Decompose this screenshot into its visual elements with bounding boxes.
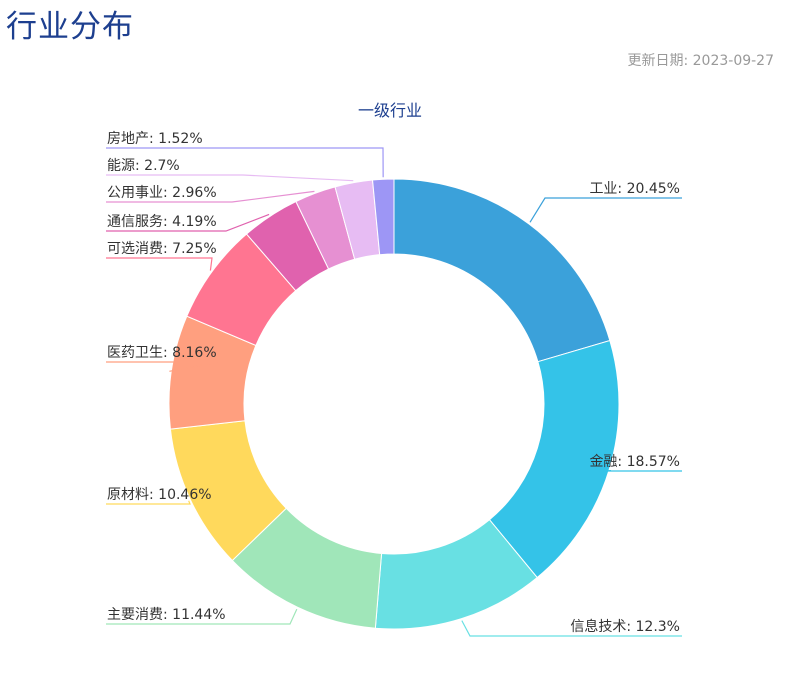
pie-label-4: 原材料: 10.46% [107,487,212,503]
pie-leader-line-5 [106,361,219,372]
pie-label-3: 主要消费: 11.44% [107,607,226,623]
pie-leader-line-4 [106,500,191,505]
pie-label-7: 通信服务: 4.19% [107,214,217,230]
chart-title: 一级行业 [358,101,422,120]
pie-labels: 工业: 20.45% 金融: 18.57% 信息技术: 12.3% 主要消费: 11.… [106,131,682,637]
pie-label-10: 房地产: 1.52% [107,131,203,147]
pie-slice-0[interactable] [393,178,611,363]
pie-slices [168,178,620,630]
pie-leader-line-7 [106,213,270,232]
pie-leader-line-0 [529,197,682,223]
pie-leader-line-9 [106,174,354,182]
pie-label-1: 金融: 18.57% [589,454,680,470]
pie-leader-line-6 [106,257,213,271]
pie-slice-10[interactable] [371,178,395,256]
pie-leader-line-2 [461,620,682,637]
pie-label-2: 信息技术: 12.3% [570,618,680,635]
pie-label-6: 可选消费: 7.25% [107,241,217,257]
page-title: 行业分布 [6,9,134,45]
pie-leader-line-10 [106,147,384,178]
pie-label-5: 医药卫生: 8.16% [107,345,217,361]
pie-label-0: 工业: 20.45% [589,181,680,197]
pie-leader-line-8 [106,190,315,203]
update-date: 更新日期: 2023-09-27 [627,53,774,69]
pie-leader-line-3 [106,608,298,625]
pie-label-9: 能源: 2.7% [107,158,180,174]
pie-label-8: 公用事业: 2.96% [107,185,217,201]
